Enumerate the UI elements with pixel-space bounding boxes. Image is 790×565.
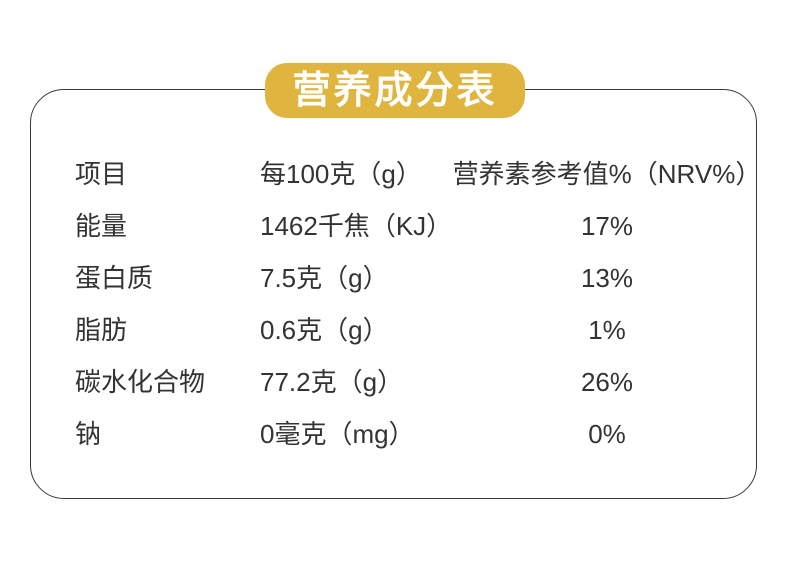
row-amount-value: 1462千焦（KJ） xyxy=(260,211,453,241)
row-nrv-value: 17% xyxy=(580,211,634,241)
row-item-label: 碳水化合物 xyxy=(75,367,206,397)
row-item-label: 钠 xyxy=(75,419,102,449)
row-amount-value: 7.5克（g） xyxy=(260,263,389,293)
column-header-item: 项目 xyxy=(75,159,128,189)
row-item-label: 能量 xyxy=(75,211,128,241)
table-header-row: 项目 每100克（g） 营养素参考值%（NRV%） xyxy=(31,148,761,200)
row-amount-value: 77.2克（g） xyxy=(260,367,404,397)
row-amount-value: 0毫克（mg） xyxy=(260,419,415,449)
table-row-protein: 蛋白质 7.5克（g） 13% xyxy=(31,252,756,304)
nutrition-table-card: 项目 每100克（g） 营养素参考值%（NRV%） 能量 1462千焦（KJ） … xyxy=(30,89,761,499)
table-row-fat: 脂肪 0.6克（g） 1% xyxy=(31,304,756,356)
table-row-sodium: 钠 0毫克（mg） 0% xyxy=(31,408,756,460)
column-header-nrv: 营养素参考值%（NRV%） xyxy=(452,159,762,189)
row-nrv-value: 0% xyxy=(588,419,626,449)
table-row-energy: 能量 1462千焦（KJ） 17% xyxy=(31,200,756,252)
row-item-label: 蛋白质 xyxy=(75,263,154,293)
row-nrv-value: 26% xyxy=(580,367,634,397)
table-title: 营养成分表 xyxy=(292,69,498,112)
row-item-label: 脂肪 xyxy=(75,315,128,345)
table-title-badge: 营养成分表 xyxy=(265,63,525,118)
row-amount-value: 0.6克（g） xyxy=(260,315,389,345)
column-header-amount: 每100克（g） xyxy=(260,159,422,189)
row-nrv-value: 1% xyxy=(588,315,626,345)
row-nrv-value: 13% xyxy=(580,263,634,293)
table-row-carbohydrate: 碳水化合物 77.2克（g） 26% xyxy=(31,356,756,408)
